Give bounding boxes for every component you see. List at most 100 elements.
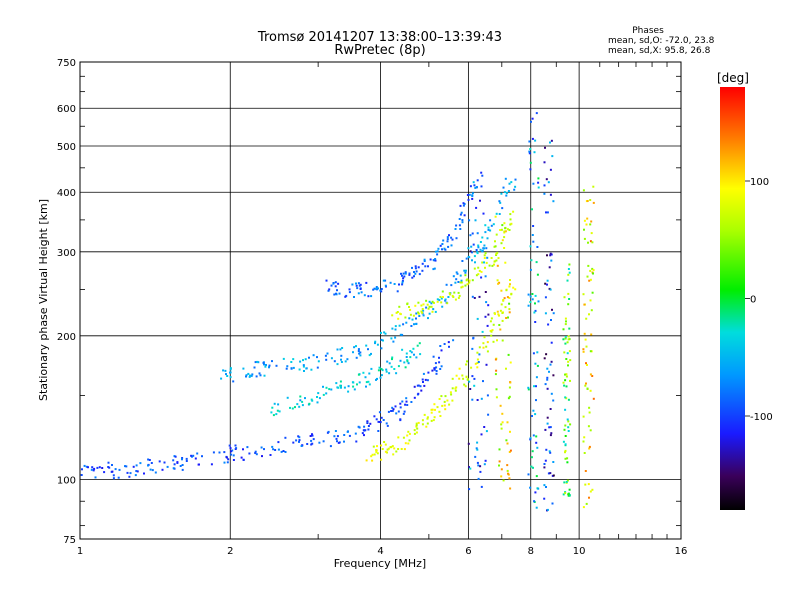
echo-point [486, 394, 489, 397]
echo-point [427, 265, 429, 268]
echo-point [408, 273, 411, 276]
echo-point [399, 359, 402, 362]
echo-point [80, 474, 83, 476]
echo-point [532, 466, 534, 469]
echo-point [566, 457, 569, 460]
echo-point [404, 272, 407, 275]
echo-point [551, 502, 554, 505]
echo-point [509, 218, 512, 221]
echo-point [391, 327, 394, 330]
echo-point [230, 453, 233, 456]
echo-point [358, 426, 361, 429]
echo-point [384, 443, 387, 446]
echo-point [415, 322, 418, 325]
echo-point [509, 449, 512, 452]
echo-point [444, 248, 447, 251]
echo-point [529, 148, 532, 150]
echo-point [449, 391, 452, 394]
echo-point [567, 398, 570, 401]
echo-point [353, 296, 355, 298]
echo-point [337, 386, 340, 389]
echo-point [505, 192, 508, 195]
echo-point [544, 146, 546, 149]
echo-point [438, 356, 440, 359]
echo-point [476, 351, 479, 354]
echo-point [271, 360, 273, 363]
echo-point [548, 450, 551, 453]
echo-point [391, 445, 394, 448]
echo-point [469, 185, 472, 188]
echo-point [487, 228, 490, 231]
echo-point [173, 455, 176, 458]
echo-point [380, 444, 383, 447]
echo-point [172, 459, 175, 462]
echo-point [468, 281, 471, 284]
echo-point [111, 464, 113, 466]
echo-point [96, 466, 99, 469]
echo-point [442, 296, 444, 298]
echo-point [585, 317, 588, 320]
echo-point [432, 308, 435, 311]
echo-point [185, 457, 188, 460]
echo-point [546, 508, 549, 511]
echo-point [360, 291, 363, 294]
echo-point [438, 299, 441, 302]
echo-point [488, 264, 491, 267]
echo-point [385, 422, 388, 425]
echo-point [419, 353, 422, 356]
echo-point [568, 494, 571, 497]
echo-point [394, 336, 397, 339]
echo-point [408, 272, 411, 275]
echo-point [372, 445, 375, 448]
echo-point [459, 228, 462, 230]
echo-point [405, 352, 408, 355]
echo-point [505, 317, 508, 319]
echo-point [513, 188, 516, 191]
y-tick-label: 200 [57, 332, 76, 343]
echo-point [337, 282, 340, 285]
echo-point [443, 400, 446, 403]
echo-point [564, 342, 567, 345]
echo-point [545, 211, 547, 214]
echo-point [487, 226, 490, 229]
echo-point [505, 194, 508, 197]
echo-point [472, 243, 475, 246]
echo-point [529, 301, 532, 303]
echo-point [439, 415, 442, 417]
echo-point [508, 182, 511, 185]
echo-point [357, 292, 360, 295]
echo-point [435, 372, 438, 375]
echo-point [533, 500, 536, 503]
echo-point [344, 295, 347, 298]
echo-point [356, 287, 359, 290]
echo-point [588, 313, 590, 316]
echo-point [312, 354, 315, 357]
echo-point [564, 492, 567, 495]
echo-point [508, 285, 511, 288]
echo-point [212, 451, 215, 454]
echo-point [249, 374, 251, 377]
echo-point [543, 463, 546, 465]
echo-point [412, 314, 415, 317]
echo-point [377, 420, 380, 423]
echo-point [275, 364, 278, 367]
echo-point [552, 461, 555, 463]
echo-point [469, 467, 472, 470]
echo-point [569, 423, 572, 426]
echo-point [310, 368, 313, 371]
x-tick-label: 2 [227, 546, 233, 557]
echo-point [529, 295, 532, 298]
echo-point [484, 224, 487, 227]
echo-point [546, 378, 549, 381]
echo-point [372, 288, 375, 291]
echo-point [549, 472, 552, 475]
echo-point [459, 213, 462, 216]
echo-point [535, 376, 538, 379]
echo-point [543, 484, 546, 487]
echo-point [251, 373, 254, 376]
echo-point [490, 330, 493, 333]
echo-point [408, 439, 411, 442]
echo-point [464, 284, 467, 287]
echo-point [504, 230, 507, 233]
echo-point [496, 279, 499, 282]
